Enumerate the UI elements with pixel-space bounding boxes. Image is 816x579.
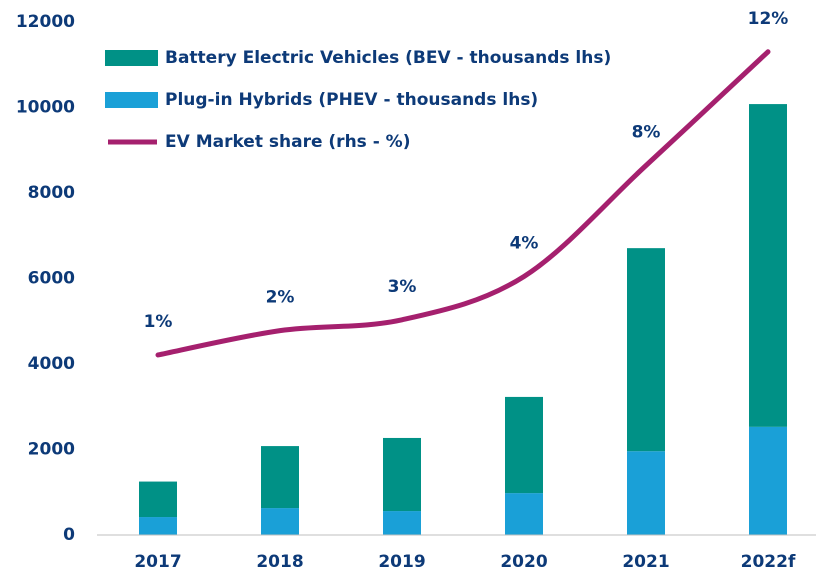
- data-label: 12%: [748, 9, 789, 29]
- bar-segment: [627, 248, 665, 452]
- y-tick-label: 8000: [28, 183, 75, 203]
- bar-segment: [749, 104, 787, 427]
- x-tick-label: 2020: [500, 552, 547, 572]
- x-tick-label: 2017: [134, 552, 181, 572]
- bar-segment: [383, 511, 421, 535]
- bar-segment: [261, 446, 299, 509]
- y-tick-label: 12000: [16, 12, 75, 32]
- bar-segment: [749, 426, 787, 535]
- legend-label: Battery Electric Vehicles (BEV - thousan…: [165, 48, 611, 68]
- legend-swatch: [105, 50, 158, 66]
- x-tick-label: 2018: [256, 552, 303, 572]
- data-label: 1%: [144, 312, 173, 332]
- x-tick-label: 2022f: [741, 552, 796, 572]
- y-tick-label: 4000: [28, 354, 75, 374]
- y-tick-label: 6000: [28, 269, 75, 289]
- y-tick-label: 10000: [16, 98, 75, 118]
- line: [155, 49, 771, 358]
- bar-segment: [139, 481, 177, 518]
- data-label: 3%: [388, 277, 417, 297]
- bar-segment: [139, 517, 177, 535]
- bar-segment: [505, 493, 543, 535]
- x-tick-label: 2019: [378, 552, 425, 572]
- data-label: 4%: [510, 233, 539, 253]
- bar-segment: [505, 396, 543, 494]
- legend-swatch: [105, 92, 158, 108]
- x-tick-label: 2021: [622, 552, 669, 572]
- legend-label: Plug-in Hybrids (PHEV - thousands lhs): [165, 90, 538, 110]
- y-tick-label: 2000: [28, 440, 75, 460]
- bar-segment: [261, 508, 299, 535]
- data-label: 8%: [632, 122, 661, 142]
- y-tick-label: 0: [63, 525, 75, 545]
- bar-segment: [627, 451, 665, 535]
- bar-segment: [383, 437, 421, 512]
- data-label: 2%: [266, 288, 295, 308]
- legend-label: EV Market share (rhs - %): [165, 132, 410, 152]
